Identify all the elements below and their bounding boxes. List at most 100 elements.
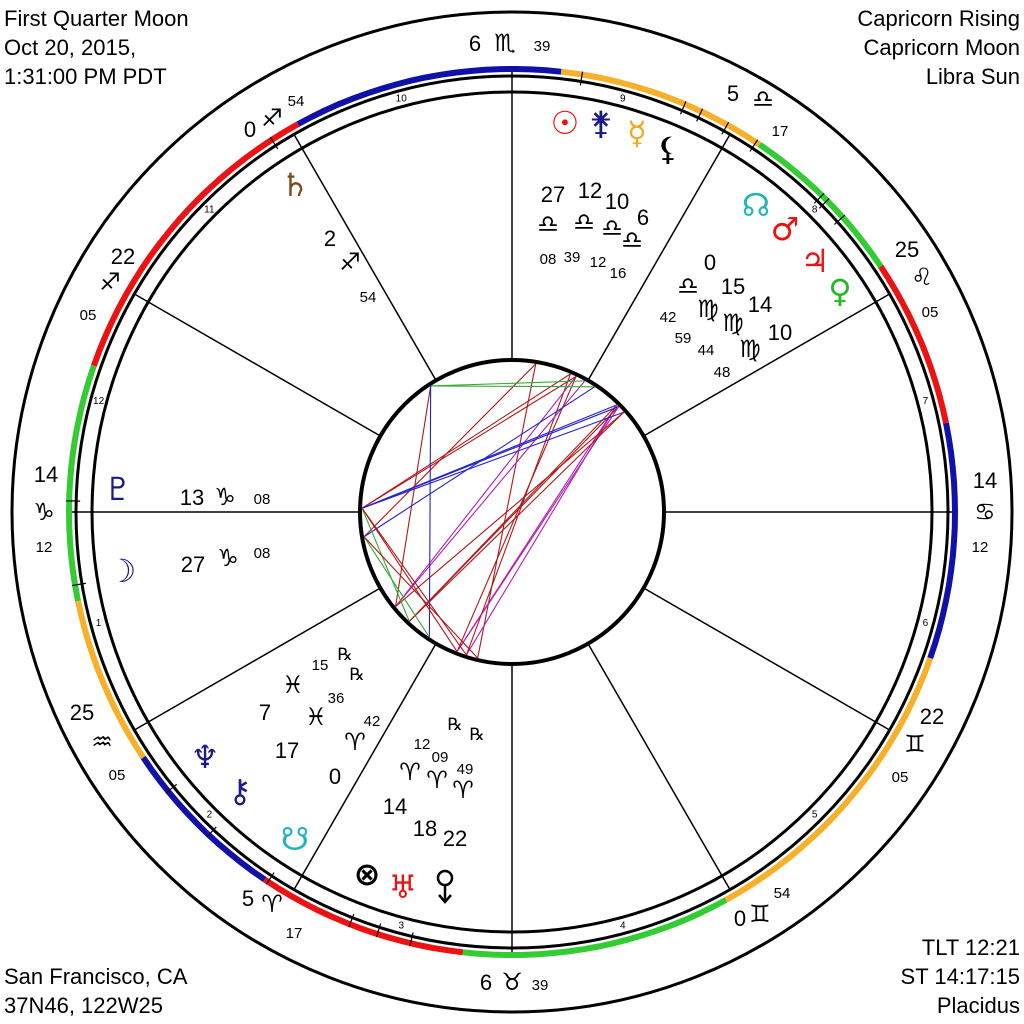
aspect-line bbox=[477, 363, 537, 659]
planet-tick bbox=[749, 139, 759, 152]
planet-sun[interactable]: ☉ 27 ♎︎ 08 bbox=[537, 104, 579, 268]
location: San Francisco, CA bbox=[4, 964, 188, 989]
chart-info-bottom-left: San Francisco, CA 37N46, 122W25 bbox=[4, 962, 187, 1020]
aspect-line bbox=[430, 385, 595, 388]
planet-minutes: 59 bbox=[675, 330, 692, 347]
neptune-icon: ♆ bbox=[191, 738, 220, 776]
house-number: 2 bbox=[207, 810, 213, 821]
planet-venus[interactable]: ♀ 10 ♍︎ 48 bbox=[714, 272, 852, 381]
virgo-icon: ♍︎ bbox=[722, 309, 744, 337]
cusp-minutes: 54 bbox=[288, 93, 305, 110]
house-number: 8 bbox=[812, 204, 818, 215]
planet-tick bbox=[375, 923, 382, 938]
planet-pluto[interactable]: ♇ 13 ♑︎ 08 bbox=[104, 470, 271, 511]
planet-tick bbox=[269, 136, 279, 150]
house-number: 9 bbox=[620, 94, 626, 105]
libra-icon: ♎︎ bbox=[621, 226, 643, 254]
planet-tick bbox=[696, 108, 704, 122]
house-cusp-line bbox=[643, 293, 890, 437]
cusp-degree: 0 bbox=[734, 906, 746, 931]
planet-jupiter[interactable]: ♃14♍︎44 bbox=[698, 242, 830, 359]
pluto-icon: ♇ bbox=[104, 470, 133, 508]
sidereal-time: ST 14:17:15 bbox=[900, 964, 1020, 989]
planet-tick bbox=[265, 872, 275, 885]
planet-degree: 22 bbox=[443, 826, 467, 851]
venus-icon: ♀ bbox=[828, 272, 851, 310]
planet-eris[interactable]: 22 ♈︎49 ℞ bbox=[436, 725, 485, 904]
gemini-icon: ♊︎ bbox=[904, 730, 926, 758]
planet-minutes: 49 bbox=[457, 761, 474, 778]
zodiac-segment-scorpio bbox=[296, 65, 562, 127]
planet-moon[interactable]: ☽ 27 ♑︎ 08 bbox=[108, 544, 271, 590]
part-of-fortune-icon: ⊗ bbox=[354, 855, 381, 893]
planet-degree: 0 bbox=[704, 250, 716, 275]
planet-minutes: 15 bbox=[312, 657, 329, 674]
cusp-degree: 25 bbox=[895, 237, 919, 262]
cusp-label-house-6: 22♊︎ 05 bbox=[892, 704, 945, 786]
planet-tick bbox=[818, 198, 830, 209]
planet-juno[interactable]: ⚵ 12 ♎︎ 39 bbox=[564, 104, 613, 266]
scorpio-icon: ♏︎ bbox=[494, 29, 516, 57]
planet-chiron[interactable]: ⚷17♓︎36℞ bbox=[228, 665, 364, 810]
planet-tick bbox=[813, 192, 825, 204]
aspect-line bbox=[363, 363, 537, 538]
planet-degree: 14 bbox=[383, 794, 407, 819]
eris-icon bbox=[436, 869, 454, 904]
aspect-line bbox=[456, 406, 620, 652]
capricorn-icon: ♑︎ bbox=[214, 483, 236, 511]
aries-icon: ♈︎ bbox=[452, 776, 474, 804]
planet-degree: 7 bbox=[259, 700, 271, 725]
planet-tick bbox=[679, 101, 687, 115]
aspect-line bbox=[361, 508, 410, 622]
planet-tick bbox=[206, 826, 217, 838]
planet-degree: 13 bbox=[180, 485, 204, 510]
sagittarius-icon: ♐︎ bbox=[261, 104, 283, 132]
planet-minutes: 08 bbox=[254, 491, 271, 508]
planet-degree: 15 bbox=[721, 274, 745, 299]
sagittarius-icon: ♐︎ bbox=[339, 248, 361, 276]
planet-ticks bbox=[66, 71, 846, 947]
planet-minutes: 54 bbox=[360, 289, 377, 306]
chart-info-top-right: Capricorn Rising Capricorn Moon Libra Su… bbox=[857, 4, 1020, 91]
planet-degree: 6 bbox=[637, 205, 649, 230]
planet-north-node[interactable]: ☊ 0♎︎42 bbox=[660, 186, 771, 326]
zodiac-segment-sagittarius bbox=[90, 121, 300, 367]
planet-tick bbox=[409, 932, 414, 947]
planet-uranus[interactable]: ♅18♈︎09℞ bbox=[389, 715, 463, 906]
planet-mars[interactable]: ♂15♍︎59 bbox=[675, 210, 800, 347]
planet-saturn[interactable]: ♄ 2♐︎ 54 bbox=[281, 166, 377, 306]
house-number: 10 bbox=[396, 94, 408, 105]
zodiac-segment-gemini bbox=[724, 657, 934, 903]
sagittarius-icon: ♐︎ bbox=[99, 268, 121, 296]
cusp-degree: 22 bbox=[920, 704, 944, 729]
planet-neptune[interactable]: ♆ 7 ♓︎ 15 ℞ bbox=[191, 645, 353, 776]
planet-minutes: 08 bbox=[540, 251, 557, 268]
coordinates: 37N46, 122W25 bbox=[4, 993, 163, 1018]
planet-lilith[interactable]: ⚸ 6♎︎ 16 bbox=[610, 130, 680, 282]
aspect-line bbox=[395, 385, 432, 607]
planet-minutes: 16 bbox=[610, 265, 627, 282]
planet-tick bbox=[579, 71, 584, 86]
zodiac-segment-aquarius bbox=[75, 600, 146, 760]
moon-phase: First Quarter Moon bbox=[4, 6, 189, 31]
saturn-icon: ♄ bbox=[281, 166, 310, 204]
house-cusp-line bbox=[134, 587, 381, 731]
planet-south-node[interactable]: ☋ 0♈︎42 bbox=[281, 713, 381, 858]
planet-minutes: 09 bbox=[432, 749, 449, 766]
sun-sign: Libra Sun bbox=[925, 64, 1020, 89]
planet-mercury[interactable]: ☿10♎︎12 bbox=[590, 114, 647, 271]
aspect-circle bbox=[358, 358, 666, 666]
aries-icon: ♈︎ bbox=[261, 890, 283, 918]
capricorn-icon: ♑︎ bbox=[217, 544, 239, 572]
virgo-icon: ♍︎ bbox=[697, 295, 719, 323]
cusp-degree: 14 bbox=[34, 462, 58, 487]
aspect-line bbox=[361, 406, 619, 509]
cusp-label-house-2: 25 ♒︎ 05 bbox=[70, 700, 126, 784]
libra-icon: ♎︎ bbox=[677, 272, 699, 300]
cusp-label-house-9: 5 ♎︎ 17 bbox=[727, 81, 788, 140]
planet-part-of-fortune[interactable]: ⊗ 14 ♈︎ 12 bbox=[354, 736, 431, 893]
virgo-icon: ♍︎ bbox=[739, 335, 761, 363]
zodiac-segment-cancer bbox=[927, 422, 959, 660]
house-number: 1 bbox=[96, 618, 102, 629]
